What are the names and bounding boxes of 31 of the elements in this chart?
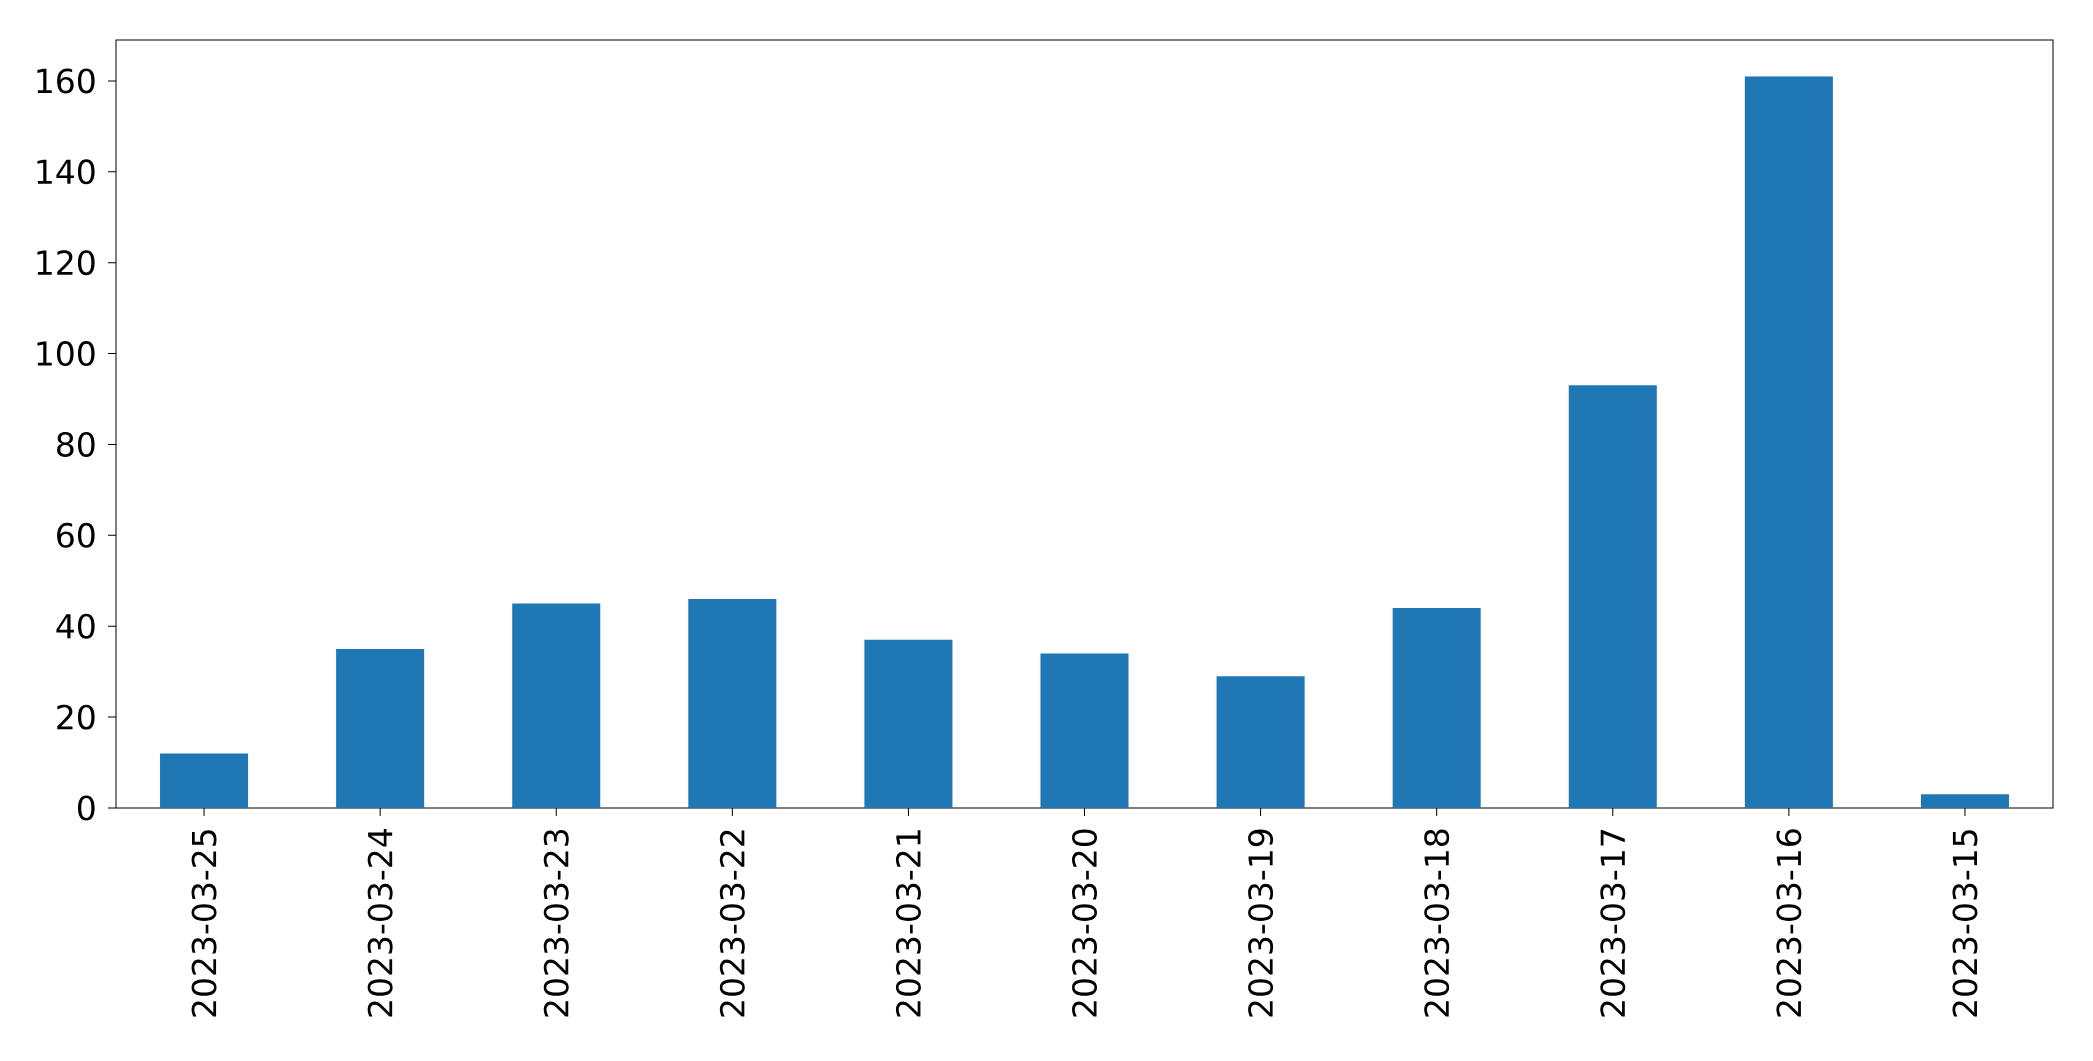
x-tick-label: 2023-03-15 — [1952, 830, 1978, 1017]
y-tick-label: 100 — [37, 341, 95, 367]
bar — [1920, 794, 2009, 808]
y-tick-label: 80 — [57, 431, 95, 457]
bar — [1216, 676, 1305, 808]
bar — [1040, 653, 1129, 808]
bar — [864, 639, 953, 808]
y-tick-label: 120 — [37, 250, 95, 276]
y-tick-label: 20 — [57, 704, 95, 730]
bar — [1392, 608, 1481, 808]
bar — [688, 598, 777, 808]
bar — [160, 753, 249, 808]
bar — [336, 648, 425, 808]
y-tick-label: 40 — [56, 613, 95, 639]
x-tick-label: 2023-03-19 — [1248, 829, 1274, 1017]
x-tick-label: 2023-03-24 — [367, 829, 393, 1017]
x-tick-label: 2023-03-21 — [895, 830, 921, 1017]
x-tick-label: 2023-03-20 — [1072, 829, 1097, 1017]
x-tick-label: 2023-03-22 — [719, 830, 745, 1017]
x-tick-label: 2023-03-18 — [1424, 829, 1450, 1017]
x-tick-label: 2023-03-23 — [543, 829, 569, 1017]
y-tick-label: 60 — [57, 522, 95, 548]
y-tick-label: 0 — [77, 795, 95, 821]
y-tick-label: 140 — [37, 159, 95, 185]
x-tick-label: 2023-03-17 — [1600, 830, 1626, 1017]
bar — [512, 603, 601, 808]
bar — [1744, 76, 1833, 808]
x-tick-label: 2023-03-16 — [1776, 829, 1802, 1017]
y-tick-label: 160 — [37, 68, 95, 94]
x-tick-label: 2023-03-25 — [191, 830, 217, 1017]
bar — [1568, 385, 1657, 808]
